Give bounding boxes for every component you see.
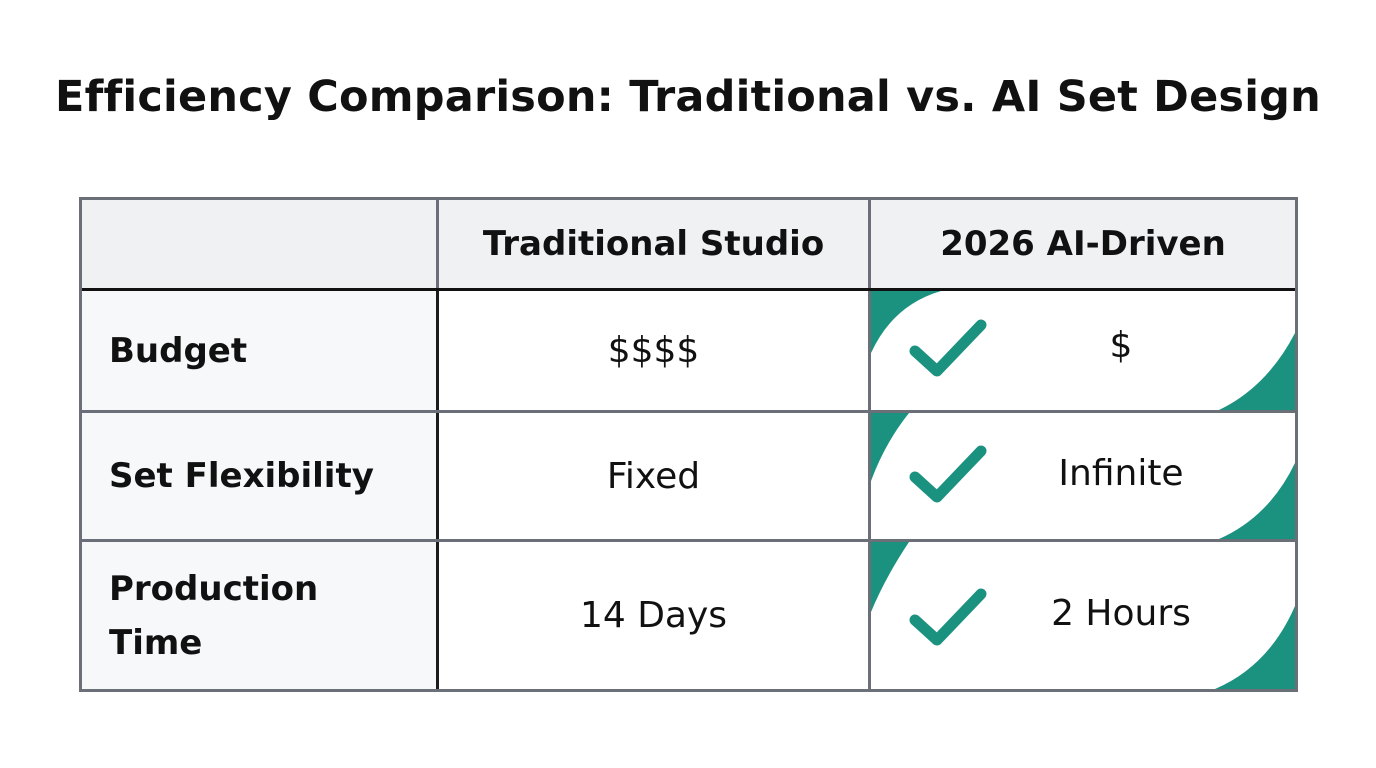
row-label: Production Time [109, 568, 319, 663]
row-label: Set Flexibility [109, 456, 374, 496]
teal-corner-decoration [871, 542, 1295, 689]
table-row-budget-label: Budget [82, 291, 436, 410]
column-divider-header-1 [436, 200, 439, 288]
table-row-budget-traditional: $$$$ [439, 291, 868, 410]
teal-corner-decoration [871, 413, 1295, 539]
header-traditional-label: Traditional Studio [482, 224, 825, 264]
header-corner-cell [82, 200, 436, 288]
table-row-production-ai: 2 Hours [871, 542, 1295, 689]
table-row-production-traditional: 14 Days [439, 542, 868, 689]
table-row-flexibility-label: Set Flexibility [82, 413, 436, 539]
ai-value: Infinite [1058, 453, 1184, 494]
comparison-table: Traditional Studio 2026 AI-Driven Budget… [79, 197, 1298, 692]
header-ai-label: 2026 AI-Driven [940, 224, 1226, 264]
header-traditional: Traditional Studio [439, 200, 868, 288]
teal-corner-decoration [871, 291, 1295, 410]
ai-value: 2 Hours [1051, 593, 1191, 634]
row-divider-1 [82, 410, 1295, 413]
traditional-value: Fixed [606, 455, 701, 497]
header-ai: 2026 AI-Driven [871, 200, 1295, 288]
table-row-flexibility-ai: Infinite [871, 413, 1295, 539]
column-divider-2 [868, 200, 871, 689]
row-divider-2 [82, 539, 1295, 542]
column-divider-1 [436, 288, 439, 689]
checkmark-icon [909, 445, 987, 503]
row-label: Budget [109, 330, 248, 371]
table-row-production-label: Production Time [82, 542, 436, 689]
ai-value: $ [1109, 325, 1133, 366]
header-divider [82, 288, 1295, 291]
table-row-budget-ai: $ [871, 291, 1295, 410]
checkmark-icon [909, 588, 987, 646]
table-row-flexibility-traditional: Fixed [439, 413, 868, 539]
traditional-value: $$$$ [607, 330, 700, 371]
page-title: Efficiency Comparison: Traditional vs. A… [55, 72, 1321, 122]
traditional-value: 14 Days [579, 595, 728, 636]
checkmark-icon [909, 319, 987, 377]
